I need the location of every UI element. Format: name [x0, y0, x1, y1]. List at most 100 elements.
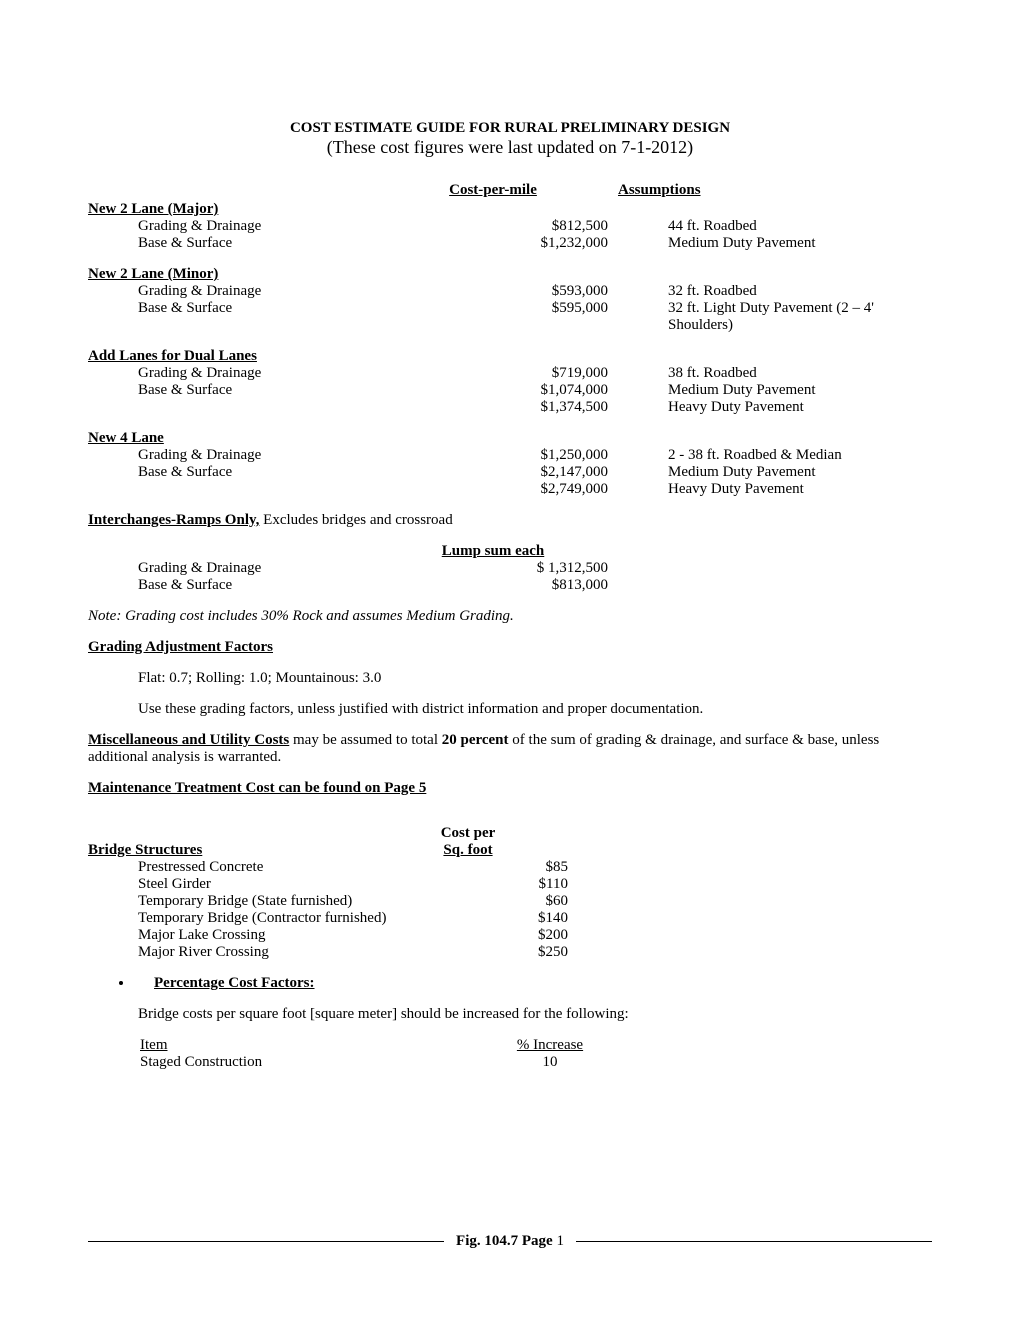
footer-line — [576, 1241, 932, 1242]
grading-heading-line: Grading Adjustment Factors — [88, 639, 932, 656]
header-sq-foot: Sq. foot — [428, 842, 508, 859]
cost-label: Base & Surface — [88, 577, 478, 594]
assumption-text: 32 ft. Light Duty Pavement (2 – 4' Shoul… — [668, 300, 932, 334]
header-cost-per-mile: Cost-per-mile — [428, 182, 558, 199]
cost-label: Base & Surface — [88, 382, 478, 399]
bridge-label: Temporary Bridge (State furnished) — [88, 893, 498, 910]
table-row: Grading & Drainage $593,000 32 ft. Roadb… — [88, 283, 932, 300]
misc-heading: Miscellaneous and Utility Costs — [88, 732, 289, 748]
pcf-text: Bridge costs per square foot [square met… — [88, 1006, 932, 1023]
cost-label: Base & Surface — [88, 300, 478, 334]
footer-line — [88, 1241, 444, 1242]
table-row: Base & Surface $2,147,000 Medium Duty Pa… — [88, 464, 932, 481]
bridge-header-row2: Bridge Structures Sq. foot — [88, 842, 932, 859]
table-row: Temporary Bridge (State furnished) $60 — [88, 893, 932, 910]
cost-value: $719,000 — [478, 365, 608, 382]
bridge-label: Major Lake Crossing — [88, 927, 498, 944]
cost-label — [88, 481, 478, 498]
table-row: $2,749,000 Heavy Duty Pavement — [88, 481, 932, 498]
table-row: Major River Crossing $250 — [88, 944, 932, 961]
cost-value: $813,000 — [478, 577, 608, 594]
bridge-cost: $250 — [498, 944, 568, 961]
assumption-text: Medium Duty Pavement — [668, 464, 932, 481]
bridge-label: Major River Crossing — [88, 944, 498, 961]
interchanges-heading-rest: Excludes bridges and crossroad — [259, 512, 452, 528]
assumption-text: Heavy Duty Pavement — [668, 399, 932, 416]
table-row: Base & Surface $813,000 — [88, 577, 932, 594]
grading-text: Use these grading factors, unless justif… — [88, 701, 932, 718]
cost-value: $ 1,312,500 — [478, 560, 608, 577]
pcf-val: 10 — [500, 1054, 600, 1071]
interchanges-heading-bold: Interchanges-Ramps Only, — [88, 512, 259, 528]
cost-value: $595,000 — [478, 300, 608, 334]
table-row: Prestressed Concrete $85 — [88, 859, 932, 876]
bridge-label: Temporary Bridge (Contractor furnished) — [88, 910, 498, 927]
header-cost-per: Cost per — [428, 825, 508, 842]
bridge-cost: $85 — [498, 859, 568, 876]
footer-page-num: 1 — [556, 1233, 564, 1249]
assumption-text: Medium Duty Pavement — [668, 382, 932, 399]
header-item: Item — [140, 1037, 500, 1054]
section-heading-new2major: New 2 Lane (Major) — [88, 201, 932, 218]
cost-label: Base & Surface — [88, 464, 478, 481]
bridge-label: Steel Girder — [88, 876, 498, 893]
cost-value: $593,000 — [478, 283, 608, 300]
bridge-cost: $60 — [498, 893, 568, 910]
table-row: Major Lake Crossing $200 — [88, 927, 932, 944]
table-row: Grading & Drainage $812,500 44 ft. Roadb… — [88, 218, 932, 235]
misc-paragraph: Miscellaneous and Utility Costs may be a… — [88, 732, 932, 766]
header-lump-sum: Lump sum each — [428, 543, 558, 560]
assumption-text: Medium Duty Pavement — [668, 235, 932, 252]
cost-value: $1,232,000 — [478, 235, 608, 252]
bridge-cost: $140 — [498, 910, 568, 927]
section-heading-new4lane: New 4 Lane — [88, 430, 932, 447]
header-pct-increase: % Increase — [500, 1037, 600, 1054]
cost-label: Grading & Drainage — [88, 560, 478, 577]
misc-mid1: may be assumed to total — [289, 732, 441, 748]
cost-value: $812,500 — [478, 218, 608, 235]
section-heading-addlanes: Add Lanes for Dual Lanes — [88, 348, 932, 365]
cost-label: Grading & Drainage — [88, 283, 478, 300]
table-row: Base & Surface $595,000 32 ft. Light Dut… — [88, 300, 932, 334]
cost-label: Grading & Drainage — [88, 447, 478, 464]
header-assumptions: Assumptions — [618, 182, 932, 199]
table-row: Staged Construction 10 — [88, 1054, 932, 1071]
grading-heading: Grading Adjustment Factors — [88, 639, 273, 655]
footer-fig: Fig. 104.7 Page — [456, 1233, 556, 1249]
document-page: COST ESTIMATE GUIDE FOR RURAL PRELIMINAR… — [0, 0, 1020, 1320]
doc-title: COST ESTIMATE GUIDE FOR RURAL PRELIMINAR… — [88, 120, 932, 137]
assumption-text: 32 ft. Roadbed — [668, 283, 932, 300]
assumption-text: Heavy Duty Pavement — [668, 481, 932, 498]
cost-value: $1,250,000 — [478, 447, 608, 464]
pcf-item: Staged Construction — [140, 1054, 500, 1071]
interchanges-heading: Interchanges-Ramps Only, Excludes bridge… — [88, 512, 932, 529]
bridge-label: Prestressed Concrete — [88, 859, 498, 876]
table-row: Grading & Drainage $1,250,000 2 - 38 ft.… — [88, 447, 932, 464]
misc-20pct: 20 percent — [442, 732, 509, 748]
bridge-cost: $110 — [498, 876, 568, 893]
maintenance-text: Maintenance Treatment Cost can be found … — [88, 780, 932, 797]
bridge-heading: Bridge Structures — [88, 842, 202, 858]
cost-label: Grading & Drainage — [88, 218, 478, 235]
doc-subtitle: (These cost figures were last updated on… — [88, 137, 932, 158]
assumption-text: 2 - 38 ft. Roadbed & Median — [668, 447, 932, 464]
lump-sum-header: Lump sum each — [88, 543, 932, 560]
cost-label — [88, 399, 478, 416]
cost-label: Grading & Drainage — [88, 365, 478, 382]
bridge-header: Cost per — [88, 825, 932, 842]
grading-note: Note: Grading cost includes 30% Rock and… — [88, 608, 932, 625]
cost-value: $2,147,000 — [478, 464, 608, 481]
table-row: Base & Surface $1,074,000 Medium Duty Pa… — [88, 382, 932, 399]
page-footer: Fig. 104.7 Page 1 — [88, 1233, 932, 1250]
footer-label: Fig. 104.7 Page 1 — [444, 1233, 576, 1250]
table-row: Grading & Drainage $719,000 38 ft. Roadb… — [88, 365, 932, 382]
table-row: $1,374,500 Heavy Duty Pavement — [88, 399, 932, 416]
cost-value: $1,074,000 — [478, 382, 608, 399]
pcf-bullet: Percentage Cost Factors: — [88, 975, 932, 992]
section-heading-new2minor: New 2 Lane (Minor) — [88, 266, 932, 283]
table-row: Base & Surface $1,232,000 Medium Duty Pa… — [88, 235, 932, 252]
pcf-headers: Item % Increase — [88, 1037, 932, 1054]
cost-label: Base & Surface — [88, 235, 478, 252]
assumption-text: 44 ft. Roadbed — [668, 218, 932, 235]
table-row: Grading & Drainage $ 1,312,500 — [88, 560, 932, 577]
